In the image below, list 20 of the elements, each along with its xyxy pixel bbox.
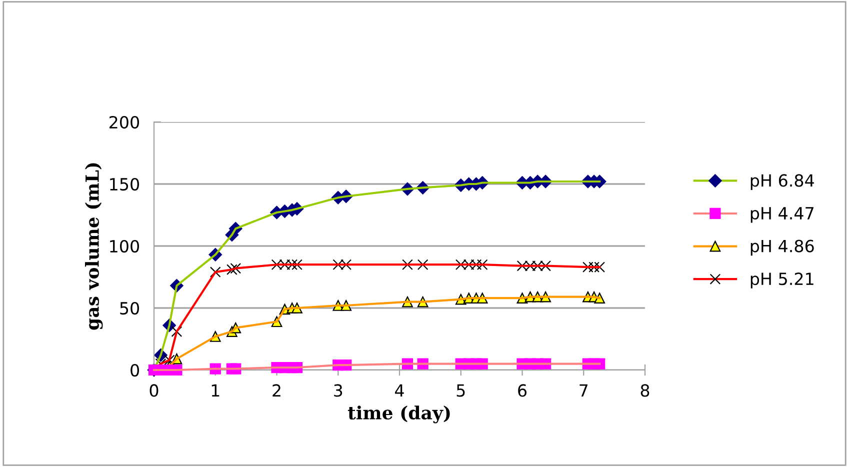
y-tick-label: 50: [120, 302, 140, 315]
x-tick-label: 1: [212, 384, 220, 397]
legend-label: pH 4.86: [750, 240, 814, 256]
x-tick-label: 3: [334, 384, 342, 397]
x-tick-label: 0: [150, 384, 158, 397]
x-tick-label: 4: [395, 384, 404, 397]
x-tick-label: 8: [640, 384, 650, 397]
x-axis-title: time (day): [348, 406, 450, 424]
x-tick-label: 7: [580, 384, 588, 397]
y-tick-label: 100: [110, 240, 140, 253]
legend-label: pH 6.84: [750, 174, 814, 190]
y-tick-label: 200: [110, 116, 140, 129]
y-axis-title: gas volume (mL): [85, 163, 103, 330]
legend-label: pH 5.21: [750, 272, 814, 288]
y-tick-label: 150: [110, 178, 140, 191]
x-tick-label: 5: [456, 384, 465, 397]
y-tick-label: 0: [130, 364, 140, 377]
legend-label: pH 4.47: [750, 207, 814, 223]
x-tick-label: 6: [518, 384, 527, 397]
x-tick-label: 2: [272, 384, 280, 397]
